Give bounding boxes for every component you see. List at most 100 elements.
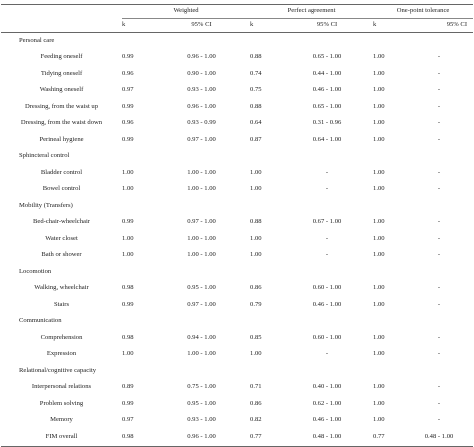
perfect-ci-value: 0.46 - 1.00 bbox=[312, 86, 342, 94]
row-label: Walking, wheelchair bbox=[34, 284, 89, 292]
weighted-k-value: 0.99 bbox=[122, 135, 134, 143]
onepoint-k-value: 0.77 bbox=[373, 432, 385, 440]
category-row: Locomotion bbox=[1, 264, 473, 281]
agreement-table: Weighted Perfect agreement One-point tol… bbox=[1, 4, 474, 447]
table-row: Dressing, from the waist up 0.99 0.96 - 1.… bbox=[1, 99, 473, 116]
perfect-k-value: 0.85 bbox=[250, 333, 262, 341]
onepoint-ci-value: - bbox=[437, 119, 441, 127]
weighted-ci-value: 0.93 - 0.99 bbox=[187, 119, 216, 127]
perfect-k-value: 0.77 bbox=[250, 432, 262, 440]
perfect-k-value: 0.86 bbox=[250, 399, 262, 407]
onepoint-ci-value: - bbox=[437, 135, 441, 143]
weighted-ci-value: 0.96 - 1.00 bbox=[187, 53, 216, 61]
weighted-ci-header: 95% CI bbox=[191, 21, 212, 29]
category-row: Communication bbox=[1, 314, 473, 331]
weighted-k-value: 1.00 bbox=[122, 251, 134, 259]
onepoint-ci-value: - bbox=[437, 69, 441, 77]
onepoint-ci-value: - bbox=[437, 53, 441, 61]
table-row: Walking, wheelchair 0.98 0.95 - 1.00 0.86 0.… bbox=[1, 281, 473, 298]
onepoint-k-value: 1.00 bbox=[373, 333, 385, 341]
onepoint-k-value: 1.00 bbox=[373, 218, 385, 226]
weighted-k-value: 0.89 bbox=[122, 383, 134, 391]
weighted-ci-value: 1.00 - 1.00 bbox=[187, 234, 216, 242]
onepoint-k-value: 1.00 bbox=[373, 350, 385, 358]
row-label: Perineal hygiene bbox=[39, 135, 84, 143]
onepoint-ci-value: - bbox=[437, 399, 441, 407]
table-row: Bowel control 1.00 1.00 - 1.00 1.00 - 1.00 - bbox=[1, 182, 473, 199]
table-row: Bath or shower 1.00 1.00 - 1.00 1.00 - 1.00 - bbox=[1, 248, 473, 265]
perfect-ci-value: - bbox=[325, 185, 329, 193]
onepoint-k-value: 1.00 bbox=[373, 53, 385, 61]
category-label: Locomotion bbox=[19, 267, 52, 275]
perfect-ci-value: 0.65 - 1.00 bbox=[312, 53, 342, 61]
perfect-ci-value: 0.46 - 1.00 bbox=[312, 416, 342, 424]
perfect-ci-value: 0.40 - 1.00 bbox=[312, 383, 342, 391]
empty-header-cell bbox=[1, 5, 122, 19]
perfect-k-header: k bbox=[250, 21, 254, 29]
row-label: Washing oneself bbox=[39, 86, 84, 94]
table-row: Comprehension 0.98 0.94 - 1.00 0.85 0.60 - 1… bbox=[1, 330, 473, 347]
perfect-ci-value: - bbox=[325, 234, 329, 242]
onepoint-ci-value: - bbox=[437, 218, 441, 226]
category-row: Sphincteral control bbox=[1, 149, 473, 166]
onepoint-ci-value: - bbox=[437, 350, 441, 358]
row-label: FIM overall bbox=[45, 432, 78, 440]
perfect-k-value: 0.71 bbox=[250, 383, 262, 391]
table-row: Bed-chair-wheelchair 0.99 0.97 - 1.00 0.88 0… bbox=[1, 215, 473, 232]
onepoint-ci-value: - bbox=[437, 185, 441, 193]
perfect-ci-value: - bbox=[325, 251, 329, 259]
perfect-ci-header: 95% CI bbox=[316, 21, 338, 29]
onepoint-ci-value: - bbox=[437, 333, 441, 341]
perfect-ci-value: 0.46 - 1.00 bbox=[312, 300, 342, 308]
perfect-ci-value: 0.44 - 1.00 bbox=[312, 69, 342, 77]
onepoint-k-value: 1.00 bbox=[373, 185, 385, 193]
perfect-ci-value: 0.62 - 1.00 bbox=[312, 399, 342, 407]
onepoint-k-value: 1.00 bbox=[373, 102, 385, 110]
table-row: Water closet 1.00 1.00 - 1.00 1.00 - 1.00 - bbox=[1, 231, 473, 248]
table-row: Washing oneself 0.97 0.93 - 1.00 0.75 0.46 -… bbox=[1, 83, 473, 100]
perfect-ci-value: 0.48 - 1.00 bbox=[312, 432, 342, 440]
weighted-k-value: 0.99 bbox=[122, 399, 134, 407]
table-row: Memory 0.97 0.93 - 1.00 0.82 0.46 - 1.00 1.00… bbox=[1, 413, 473, 430]
category-label: Relational/cognitive capacity bbox=[19, 366, 97, 374]
onepoint-ci-value: 0.48 - 1.00 bbox=[424, 432, 454, 440]
category-row: Personal care bbox=[1, 33, 473, 50]
weighted-k-value: 0.99 bbox=[122, 218, 134, 226]
group-header-row: Weighted Perfect agreement One-point tol… bbox=[1, 4, 474, 19]
row-label: Bladder control bbox=[40, 168, 83, 176]
onepoint-k-header: k bbox=[373, 21, 377, 29]
onepoint-k-value: 1.00 bbox=[373, 234, 385, 242]
row-label: Tidying oneself bbox=[40, 69, 83, 77]
perfect-k-value: 1.00 bbox=[250, 185, 262, 193]
weighted-ci-value: 1.00 - 1.00 bbox=[187, 185, 216, 193]
onepoint-k-value: 1.00 bbox=[373, 300, 385, 308]
perfect-k-value: 0.74 bbox=[250, 69, 262, 77]
weighted-ci-value: 1.00 - 1.00 bbox=[187, 350, 216, 358]
perfect-ci-value: 0.31 - 0.96 bbox=[312, 119, 342, 127]
weighted-k-header: k bbox=[122, 21, 126, 29]
perfect-ci-value: - bbox=[325, 350, 329, 358]
weighted-ci-value: 0.97 - 1.00 bbox=[187, 300, 216, 308]
category-label: Mobility (Transfers) bbox=[19, 201, 73, 209]
perfect-k-value: 1.00 bbox=[250, 234, 262, 242]
table-row: Stairs 0.99 0.97 - 1.00 0.79 0.46 - 1.00 1.00… bbox=[1, 297, 473, 314]
row-label: Water closet bbox=[45, 234, 78, 242]
row-label: Memory bbox=[50, 416, 73, 424]
weighted-k-value: 0.98 bbox=[122, 333, 134, 341]
weighted-k-value: 1.00 bbox=[122, 234, 134, 242]
perfect-k-value: 0.88 bbox=[250, 53, 262, 61]
onepoint-ci-value: - bbox=[437, 86, 441, 94]
weighted-k-value: 0.99 bbox=[122, 53, 134, 61]
row-label: Interpersonal relations bbox=[31, 383, 92, 391]
perfect-k-value: 0.79 bbox=[250, 300, 262, 308]
weighted-k-value: 0.96 bbox=[122, 119, 134, 127]
table-row: Interpersonal relations 0.89 0.75 - 1.00 0.… bbox=[1, 380, 473, 397]
onepoint-ci-value: - bbox=[437, 102, 441, 110]
onepoint-k-value: 1.00 bbox=[373, 416, 385, 424]
perfect-k-value: 0.64 bbox=[250, 119, 262, 127]
onepoint-ci-value: - bbox=[437, 416, 441, 424]
row-label: Dressing, from the waist down bbox=[20, 119, 103, 127]
table-row: Tidying oneself 0.96 0.90 - 1.00 0.74 0.44 -… bbox=[1, 66, 473, 83]
row-label: Comprehension bbox=[40, 333, 83, 341]
onepoint-k-value: 1.00 bbox=[373, 135, 385, 143]
